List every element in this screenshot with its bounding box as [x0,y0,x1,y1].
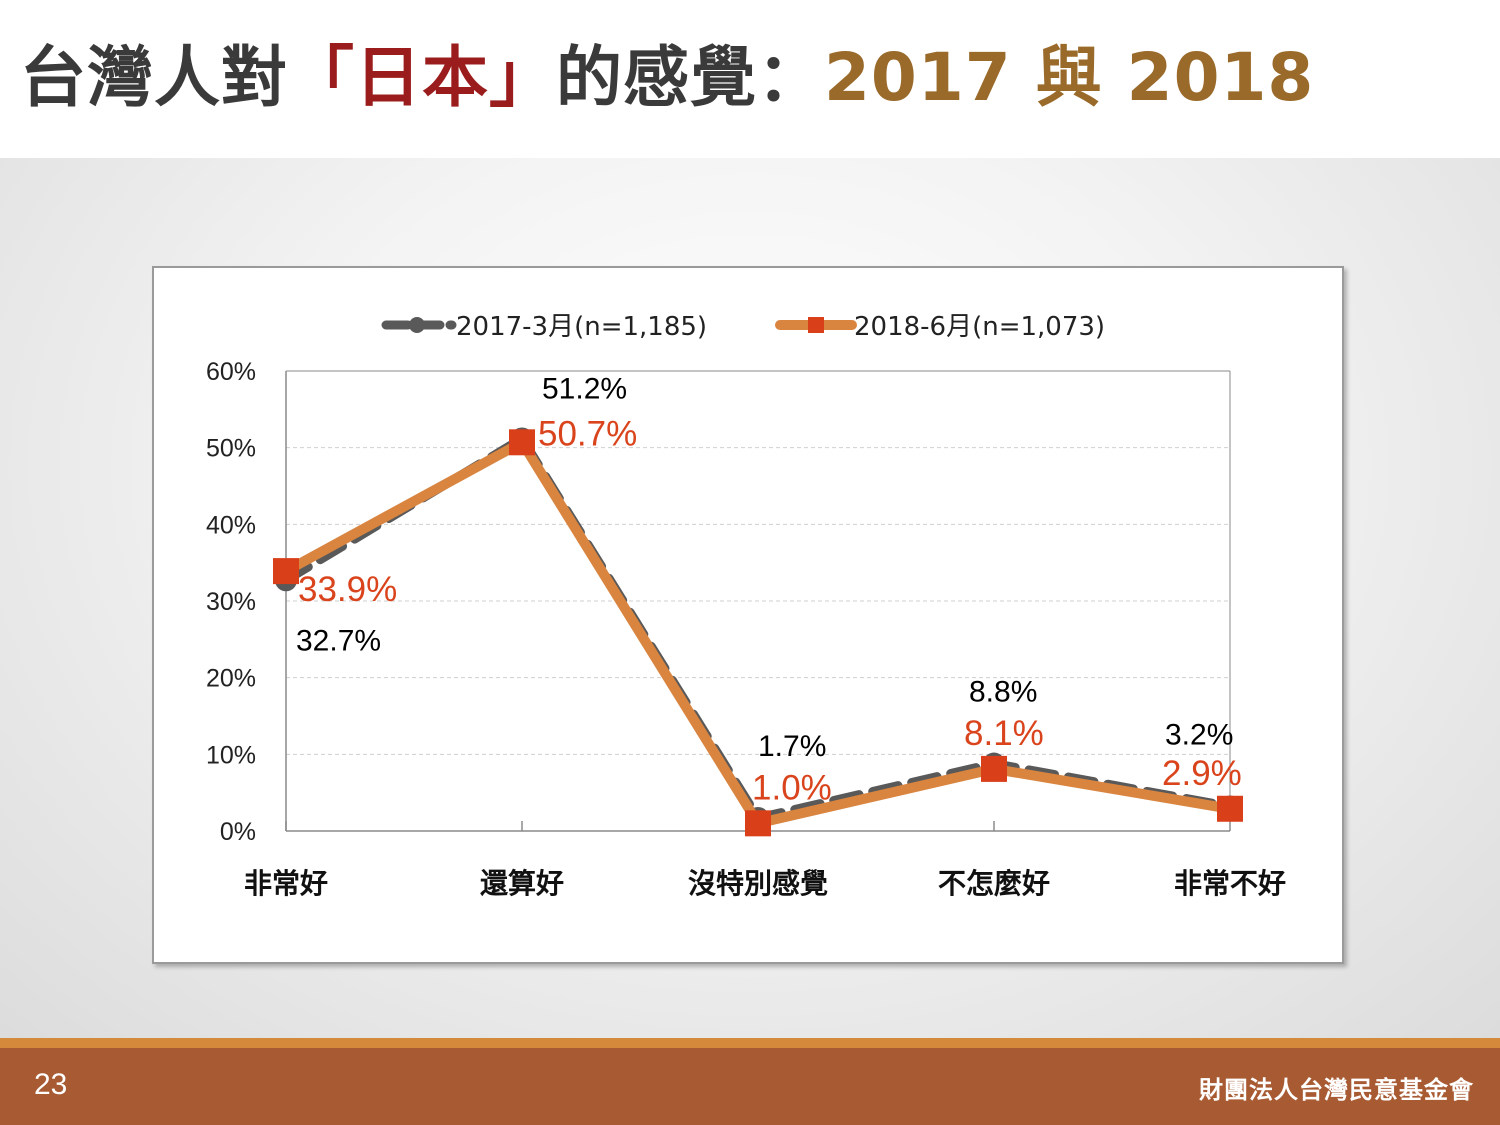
y-tick-label: 60% [206,358,256,386]
marker-2018 [273,558,299,585]
x-tick-label: 不怎麼好 [938,867,1050,900]
y-tick-label: 10% [206,741,256,769]
data-label-2018: 50.7% [538,414,637,453]
legend-marker-2017 [409,317,425,333]
data-label-2017: 3.2% [1165,718,1233,751]
marker-2018 [745,810,771,837]
data-label-2017: 51.2% [542,372,627,405]
y-tick-label: 50% [206,435,256,463]
x-tick-label: 非常不好 [1174,867,1286,900]
page-title: 台灣人對「日本」的感覺：2017 與 2018 [20,38,1314,117]
y-tick-label: 0% [220,818,256,846]
y-tick-label: 20% [206,665,256,693]
data-label-2018: 33.9% [298,570,397,609]
x-tick-label: 沒特別感覺 [688,867,828,900]
series-line-2018 [283,437,1231,829]
footer-accent-line [0,1038,1500,1048]
y-tick-label: 40% [206,511,256,539]
data-label-2017: 1.7% [758,730,826,763]
marker-2018 [509,429,535,456]
title-bar [0,0,1500,158]
x-tick-label: 還算好 [480,867,564,900]
title-part-4: 2017 與 2018 [824,39,1315,116]
legend-label-2018: 2018-6月(n=1,073) [854,312,1105,342]
chart-frame: 0% 10% 20% 30% 40% 50% 60% 非常好 還算好 沒特別感覺 不怎麼好 非常不好 3… [152,266,1344,964]
title-part-3: 的感覺： [556,39,824,116]
marker-2018 [981,755,1007,782]
page-number: 23 [34,1068,68,1101]
footer-bar [0,1048,1500,1125]
title-part-1: 台灣人對 [20,39,288,116]
marker-2018 [1217,795,1243,822]
organization-name: 財團法人台灣民意基金會 [1199,1076,1474,1104]
legend-label-2017: 2017-3月(n=1,185) [456,312,707,342]
data-label-2017: 32.7% [296,624,381,657]
data-label-2018: 1.0% [752,768,832,807]
title-part-2: 「日本」 [288,39,556,116]
legend-marker-2018 [808,317,824,333]
data-label-2017: 8.8% [969,676,1037,709]
line-chart: 0% 10% 20% 30% 40% 50% 60% 非常好 還算好 沒特別感覺 不怎麼好 非常不好 3… [206,312,1286,900]
data-label-2018: 2.9% [1162,754,1242,793]
x-tick-label: 非常好 [244,867,328,900]
data-label-2018: 8.1% [964,714,1044,753]
y-tick-label: 30% [206,588,256,616]
